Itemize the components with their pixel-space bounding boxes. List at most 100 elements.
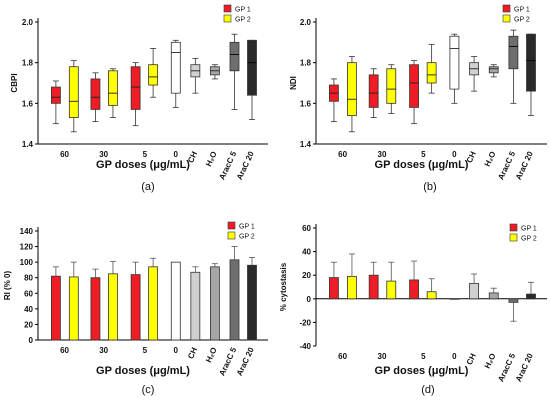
x-category-label: AraC 20	[514, 352, 535, 384]
box-10	[229, 41, 240, 72]
y-tick-label: 140	[20, 227, 34, 236]
y-tick-label: 1.4	[300, 140, 312, 149]
bar-3	[90, 277, 101, 341]
y-axis-label: NDI	[289, 76, 298, 90]
bar-6	[426, 291, 437, 300]
box-11	[526, 33, 536, 92]
panel-label: (d)	[421, 384, 434, 396]
bar-9	[210, 266, 220, 341]
legend-swatch	[227, 231, 236, 240]
x-category-label: 30	[99, 346, 108, 355]
y-tick-label: 1.6	[22, 99, 34, 108]
x-axis-label: GP doses (μg/mL)	[375, 365, 469, 377]
bar-5	[130, 274, 141, 341]
x-category-label: CH	[186, 346, 199, 360]
y-tick-label: -20	[299, 318, 311, 327]
panel-label: (a)	[141, 181, 154, 193]
bar-9	[488, 292, 499, 300]
y-tick-label: 20	[24, 320, 33, 329]
box-5	[130, 66, 141, 110]
bar-3	[368, 274, 379, 300]
y-axis-label: % cytostasis	[279, 262, 288, 311]
bar-2	[68, 276, 79, 341]
box-1	[50, 86, 61, 104]
bar-8	[190, 271, 201, 341]
y-tick-label: 40	[302, 248, 311, 257]
x-category-label: 60	[338, 352, 347, 361]
y-tick-label: 60	[302, 224, 311, 233]
y-axis-label: CBPI	[10, 73, 19, 92]
x-category-label: H₂O	[483, 352, 498, 370]
x-category-label: 30	[99, 150, 108, 159]
legend-swatch	[223, 4, 232, 13]
y-tick-label: 60	[24, 289, 33, 298]
legend-label: GP 2	[521, 236, 537, 243]
bar-4	[386, 280, 397, 300]
x-category-label: H₂O	[204, 150, 219, 168]
box-11	[247, 39, 257, 96]
legend-label: GP 1	[239, 224, 255, 231]
bar-1	[50, 275, 61, 341]
legend-swatch	[502, 14, 511, 23]
box-5	[409, 64, 419, 108]
y-tick-label: 2.0	[22, 18, 34, 27]
legend-label: GP 1	[514, 7, 530, 14]
bar-10	[508, 298, 519, 303]
y-tick-label: 1.4	[22, 140, 34, 149]
y-tick-label: 0	[307, 295, 312, 304]
bar-11	[526, 293, 536, 300]
y-tick-label: 80	[24, 274, 33, 283]
box-4	[386, 68, 397, 104]
x-category-label: 60	[338, 150, 347, 159]
box-3	[90, 78, 101, 110]
y-tick-label: 20	[302, 271, 311, 280]
bar-6	[148, 266, 159, 341]
box-7	[449, 35, 460, 90]
x-category-label: 60	[60, 346, 69, 355]
legend-label: GP 2	[235, 17, 251, 24]
legend-swatch	[502, 4, 511, 13]
x-category-label: 5	[143, 346, 148, 355]
y-tick-label: -40	[299, 342, 311, 351]
bar-10	[229, 259, 240, 341]
x-axis-label: GP doses (μg/mL)	[375, 159, 469, 171]
x-category-label: 5	[143, 150, 148, 159]
bar-5	[409, 279, 419, 300]
x-category-label: 30	[378, 150, 387, 159]
box-6	[426, 62, 437, 84]
x-category-label: 0	[174, 346, 179, 355]
y-tick-label: 40	[24, 305, 33, 314]
box-7	[170, 41, 181, 94]
bar-11	[247, 264, 257, 341]
x-axis-label: GP doses (μg/mL)	[96, 159, 190, 171]
box-6	[148, 64, 159, 86]
x-category-label: 30	[378, 352, 387, 361]
bar-8	[469, 283, 479, 300]
y-axis-label: RI (% 0)	[3, 271, 12, 301]
x-category-label: 60	[60, 150, 69, 159]
bar-7	[449, 298, 460, 300]
x-category-label: 0	[452, 150, 457, 159]
y-tick-label: 1.8	[300, 59, 312, 68]
x-category-label: 5	[421, 150, 426, 159]
x-category-label: 0	[452, 352, 457, 361]
legend-swatch	[227, 221, 236, 230]
panel-label: (b)	[423, 181, 436, 193]
box-2	[68, 66, 79, 118]
x-axis-label: GP doses (μg/mL)	[96, 365, 190, 377]
x-category-label: 5	[421, 352, 426, 361]
bar-2	[347, 275, 357, 300]
box-3	[368, 74, 379, 108]
box-9	[488, 66, 499, 74]
box-2	[347, 62, 357, 116]
legend-swatch	[509, 223, 518, 232]
legend-label: GP 1	[521, 226, 537, 233]
bar-1	[329, 277, 339, 300]
bar-7	[170, 261, 181, 341]
legend-swatch	[223, 14, 232, 23]
